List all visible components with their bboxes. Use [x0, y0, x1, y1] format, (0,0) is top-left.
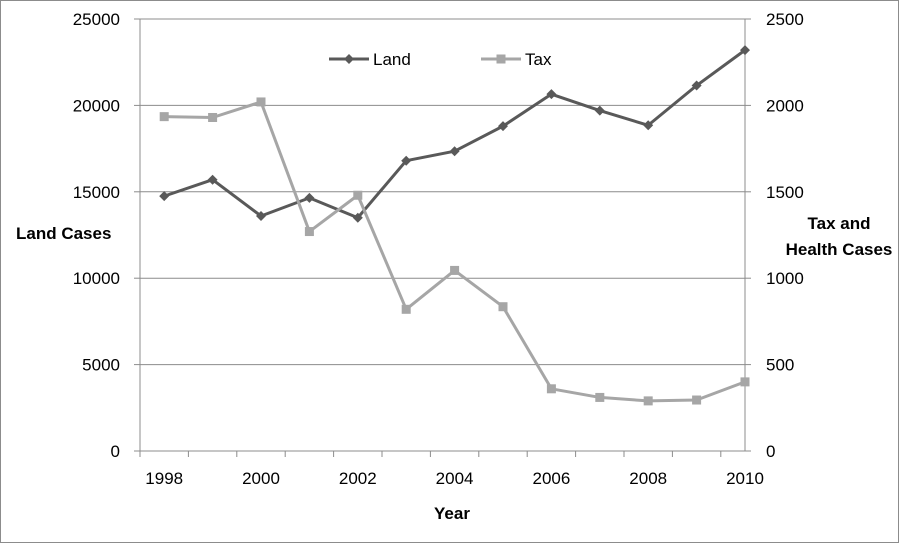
data-point-tax: [740, 377, 750, 387]
x-axis-title: Year: [434, 504, 470, 523]
data-point-tax: [692, 395, 702, 405]
y2-tick-label: 0: [766, 442, 775, 461]
data-point-tax: [498, 302, 508, 312]
data-point-tax: [353, 190, 363, 200]
y-tick-label: 15000: [73, 183, 120, 202]
x-tick-label: 2002: [339, 469, 377, 488]
x-tick-label: 2006: [532, 469, 570, 488]
data-point-tax: [304, 227, 314, 237]
y2-tick-label: 500: [766, 356, 794, 375]
y2-axis-title: Tax and: [808, 214, 871, 233]
data-point-land: [498, 121, 508, 132]
y2-tick-label: 1500: [766, 183, 804, 202]
data-point-land: [159, 191, 170, 202]
series-line-land: [163, 48, 746, 220]
data-point-land: [643, 120, 654, 131]
y-tick-label: 0: [111, 442, 120, 461]
data-point-land: [594, 105, 605, 116]
y2-tick-label: 1000: [766, 269, 804, 288]
data-point-land: [256, 210, 266, 221]
y-axis-title: Land Cases: [16, 224, 111, 243]
y-tick-label: 10000: [73, 269, 120, 288]
y2-tick-label: 2000: [766, 96, 804, 115]
data-point-land: [207, 174, 218, 185]
data-point-tax: [546, 384, 556, 394]
data-point-tax: [595, 392, 605, 402]
data-point-land: [691, 80, 702, 91]
x-tick-label: 2008: [629, 469, 667, 488]
legend-marker-tax: [496, 54, 506, 64]
data-point-land: [401, 155, 412, 166]
data-point-tax: [401, 304, 411, 314]
y2-axis-title: Health Cases: [786, 240, 893, 259]
legend-label-land: Land: [373, 50, 411, 69]
y2-tick-label: 2500: [766, 10, 804, 29]
x-tick-label: 2000: [242, 469, 280, 488]
data-point-land: [304, 192, 315, 203]
legend-marker-land: [344, 54, 354, 64]
data-point-tax: [256, 97, 266, 107]
data-point-land: [449, 146, 460, 157]
y-tick-label: 5000: [82, 356, 120, 375]
y-tick-label: 25000: [73, 10, 120, 29]
data-point-land: [740, 45, 750, 56]
y-tick-label: 20000: [73, 96, 120, 115]
legend-label-tax: Tax: [525, 50, 552, 69]
data-point-tax: [159, 112, 169, 122]
x-tick-label: 1998: [145, 469, 183, 488]
data-point-land: [546, 89, 557, 100]
data-point-tax: [643, 396, 653, 406]
data-point-tax: [450, 265, 460, 275]
data-point-land: [352, 212, 363, 223]
x-tick-label: 2010: [726, 469, 764, 488]
data-point-tax: [208, 112, 218, 122]
x-tick-label: 2004: [436, 469, 474, 488]
